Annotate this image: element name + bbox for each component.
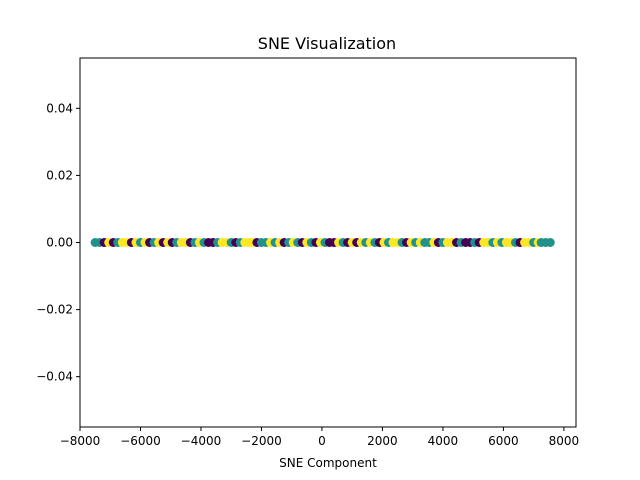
- chart-title: SNE Visualization: [258, 34, 396, 53]
- x-tick-label: 4000: [428, 434, 459, 448]
- y-tick-label: 0.04: [46, 101, 73, 115]
- x-axis: −8000 −6000 −4000 −2000 0 2000 4000 6000 8000: [60, 427, 579, 448]
- y-axis: −0.04 −0.02 0.00 0.02 0.04: [36, 101, 80, 384]
- x-tick-label: 8000: [549, 434, 580, 448]
- y-tick-label: 0.00: [46, 236, 73, 250]
- x-tick-label: 2000: [367, 434, 398, 448]
- plot-area: [90, 238, 555, 247]
- y-tick-label: −0.02: [36, 303, 73, 317]
- x-tick-label: 6000: [488, 434, 519, 448]
- x-tick-label: −2000: [241, 434, 282, 448]
- y-tick-label: 0.02: [46, 168, 73, 182]
- x-tick-label: −8000: [60, 434, 101, 448]
- x-axis-label: SNE Component: [279, 456, 377, 470]
- x-tick-label: −6000: [120, 434, 161, 448]
- scatter-point-101: [545, 238, 555, 247]
- y-tick-label: −0.04: [36, 370, 73, 384]
- x-tick-label: 0: [318, 434, 326, 448]
- x-tick-label: −4000: [181, 434, 222, 448]
